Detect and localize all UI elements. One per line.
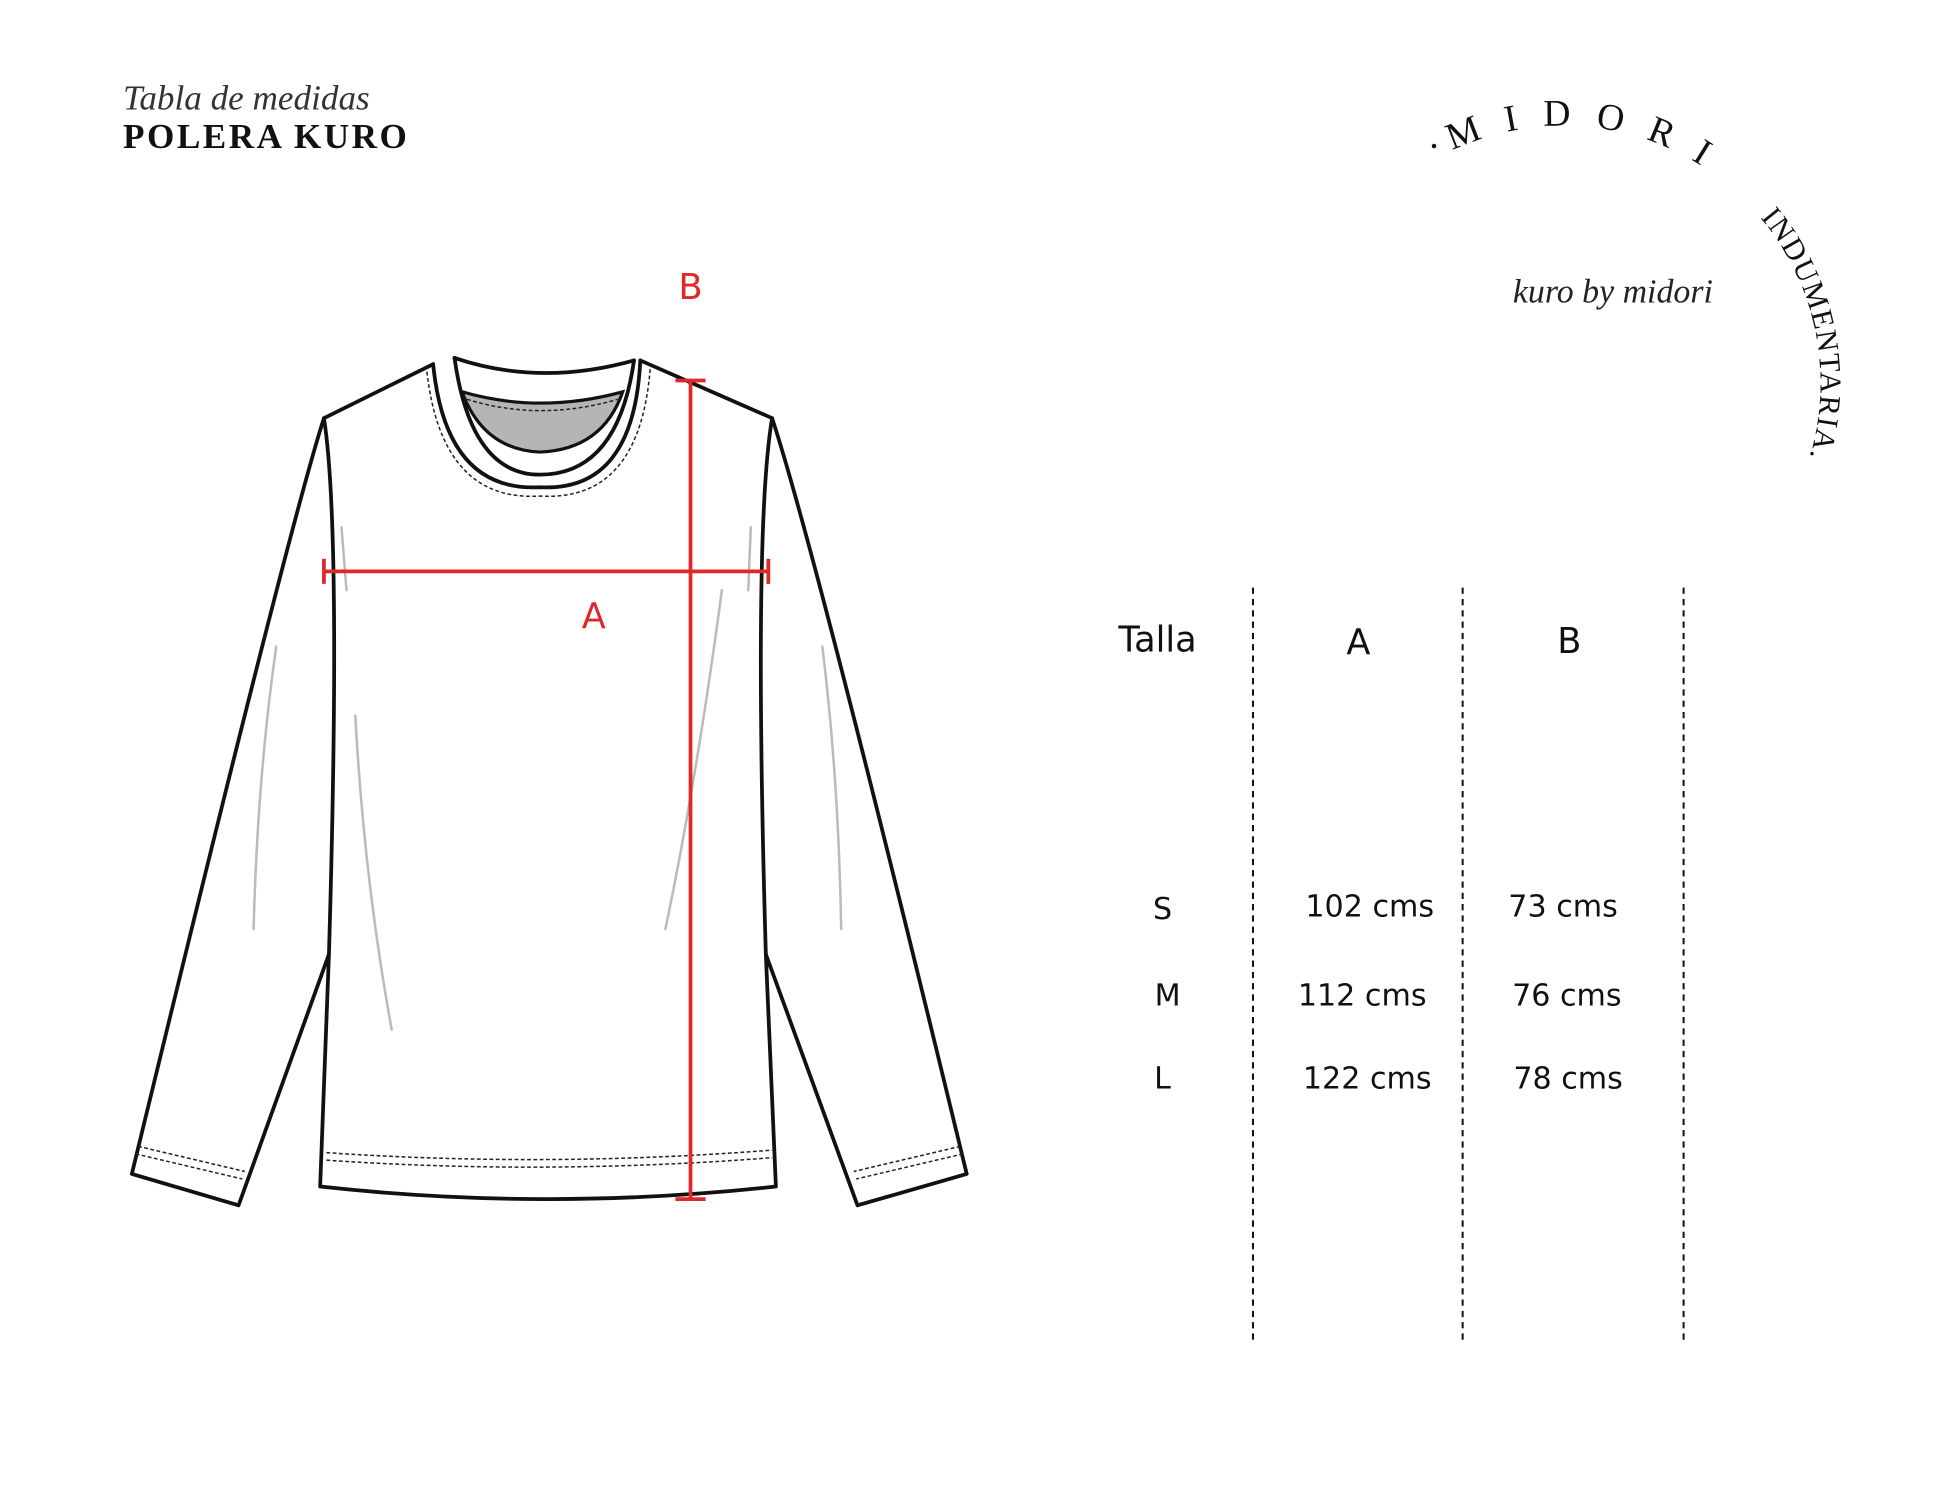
page-title: POLERA KURO [123, 117, 409, 156]
header-a: A [1346, 622, 1370, 663]
table-row: L 122 cms 78 cms [1154, 1062, 1623, 1097]
size-cell: S [1153, 892, 1172, 927]
logo-arc-text-descriptor: INDUMENTARIA. [1755, 201, 1848, 466]
logo-arc-text-brand: ·M I D O R I [1419, 92, 1725, 177]
table-row: S 102 cms 73 cms [1153, 890, 1618, 928]
logo-tagline: kuro by midori [1513, 274, 1713, 311]
header-talla: Talla [1117, 620, 1196, 661]
page-subtitle: Tabla de medidas [123, 78, 370, 117]
size-cell: L [1154, 1062, 1171, 1097]
a-cell: 122 cms [1303, 1062, 1432, 1097]
b-cell: 76 cms [1512, 979, 1622, 1014]
label-b: B [678, 267, 702, 308]
b-cell: 78 cms [1513, 1062, 1623, 1097]
logo-arc-text-part-1: ·M I D O R I [1419, 92, 1718, 177]
header-b: B [1557, 621, 1581, 662]
a-cell: 112 cms [1298, 979, 1427, 1014]
a-cell: 102 cms [1305, 890, 1434, 925]
b-cell: 73 cms [1508, 890, 1618, 925]
shirt-diagram: A B [129, 267, 969, 1208]
logo-arc-text-part-2: INDUMENTARIA. [1755, 201, 1846, 466]
table-row: M 112 cms 76 cms [1155, 979, 1622, 1014]
size-table: Talla A B S 102 cms 73 cms M 112 cms 76 … [1117, 587, 1685, 1341]
label-a: A [582, 596, 606, 637]
brand-logo: ·M I D O R I INDUMENTARIA. kuro by midor… [1419, 92, 1848, 466]
size-cell: M [1155, 979, 1181, 1014]
